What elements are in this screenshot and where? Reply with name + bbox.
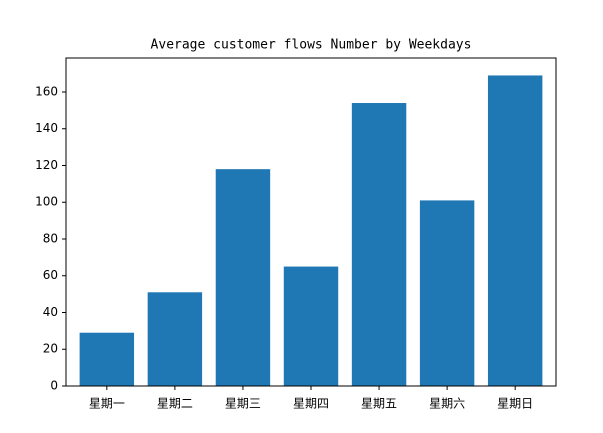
x-tick-label: 星期日	[497, 397, 533, 411]
x-tick-label: 星期三	[225, 397, 261, 411]
y-tick-label: 0	[50, 379, 58, 393]
y-tick-label: 80	[43, 231, 58, 245]
bar	[351, 103, 407, 387]
y-tick-label: 160	[35, 84, 58, 98]
y-tick-label: 60	[43, 268, 58, 282]
y-tick-label: 100	[35, 195, 58, 209]
bar	[79, 332, 135, 386]
plot-frame	[65, 57, 557, 387]
bar	[487, 75, 543, 387]
x-tick-label: 星期四	[293, 397, 329, 411]
y-tick-label: 120	[35, 158, 58, 172]
x-tick-label: 星期五	[361, 397, 397, 411]
y-tick-label: 20	[43, 342, 58, 356]
chart-title: Average customer flows Number by Weekday…	[151, 38, 472, 53]
bar	[419, 200, 475, 386]
y-tick-label: 140	[35, 121, 58, 135]
bar	[283, 266, 339, 386]
bar	[215, 169, 271, 386]
x-tick-label: 星期一	[89, 397, 125, 411]
x-tick-label: 星期二	[157, 397, 193, 411]
x-tick-label: 星期六	[429, 397, 465, 411]
bar	[147, 292, 203, 386]
y-tick-label: 40	[43, 305, 58, 319]
